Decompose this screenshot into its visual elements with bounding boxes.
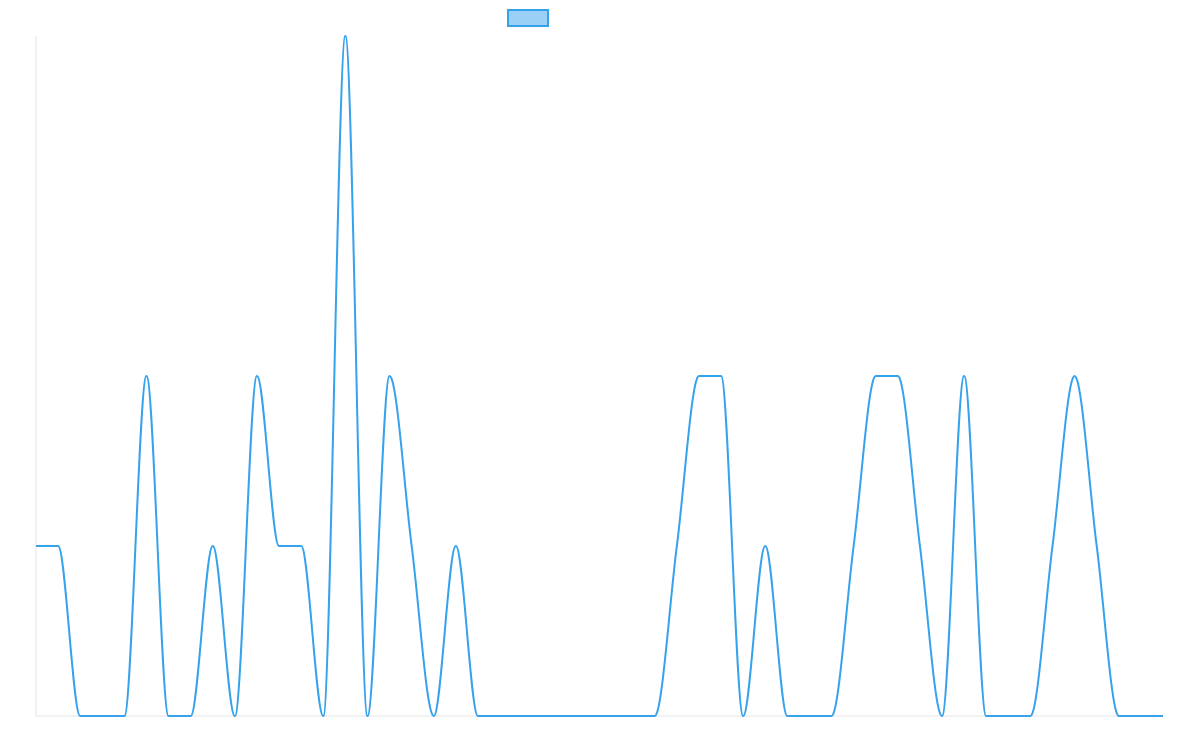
- legend-box[interactable]: [507, 9, 549, 27]
- line: [36, 34, 1163, 718]
